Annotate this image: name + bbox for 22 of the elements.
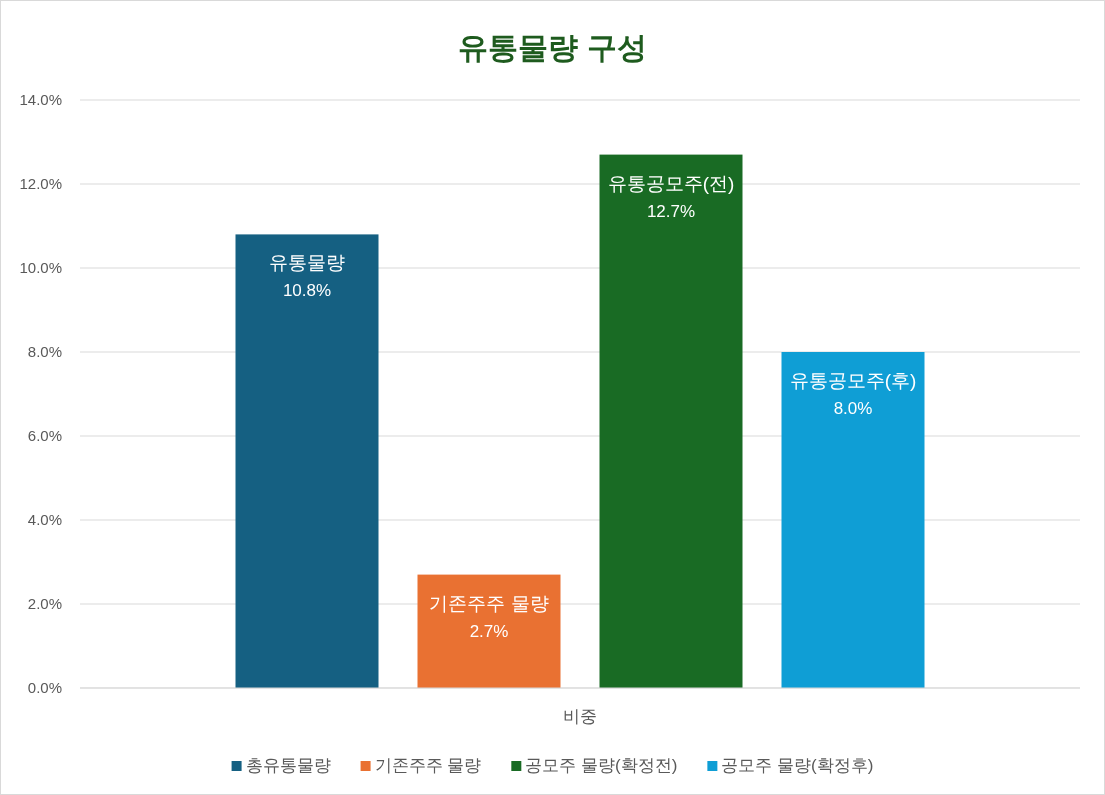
data-label: 기존주주 물량 2.7%	[429, 592, 549, 641]
x-tick-label: 비중	[563, 707, 597, 726]
y-tick-label: 2.0%	[27, 595, 62, 612]
y-tick-label: 6.0%	[27, 427, 62, 444]
y-tick-label: 8.0%	[27, 343, 62, 360]
bar	[599, 154, 743, 688]
y-tick-label: 10.0%	[19, 259, 62, 276]
data-label: 유통물량 10.8%	[269, 252, 345, 301]
y-tick-label: 14.0%	[19, 91, 62, 108]
y-tick-label: 4.0%	[27, 511, 62, 528]
chart-title: 유통물량 구성	[458, 31, 647, 64]
y-tick-label: 12.0%	[19, 175, 62, 192]
bar	[235, 234, 379, 688]
data-label: 유통공모주(전) 12.7%	[607, 172, 735, 221]
legend-label: 기존주주 물량	[374, 756, 482, 775]
bar	[417, 574, 561, 688]
bar	[781, 352, 925, 688]
data-label: 유통공모주(후) 8.0%	[789, 370, 917, 418]
legend-label: 총유통물량	[245, 756, 331, 775]
legend-label: 공모주 물량(확정후)	[721, 756, 874, 775]
legend-label: 공모주 물량(확정전)	[525, 756, 678, 775]
y-tick-label: 0.0%	[27, 679, 62, 696]
